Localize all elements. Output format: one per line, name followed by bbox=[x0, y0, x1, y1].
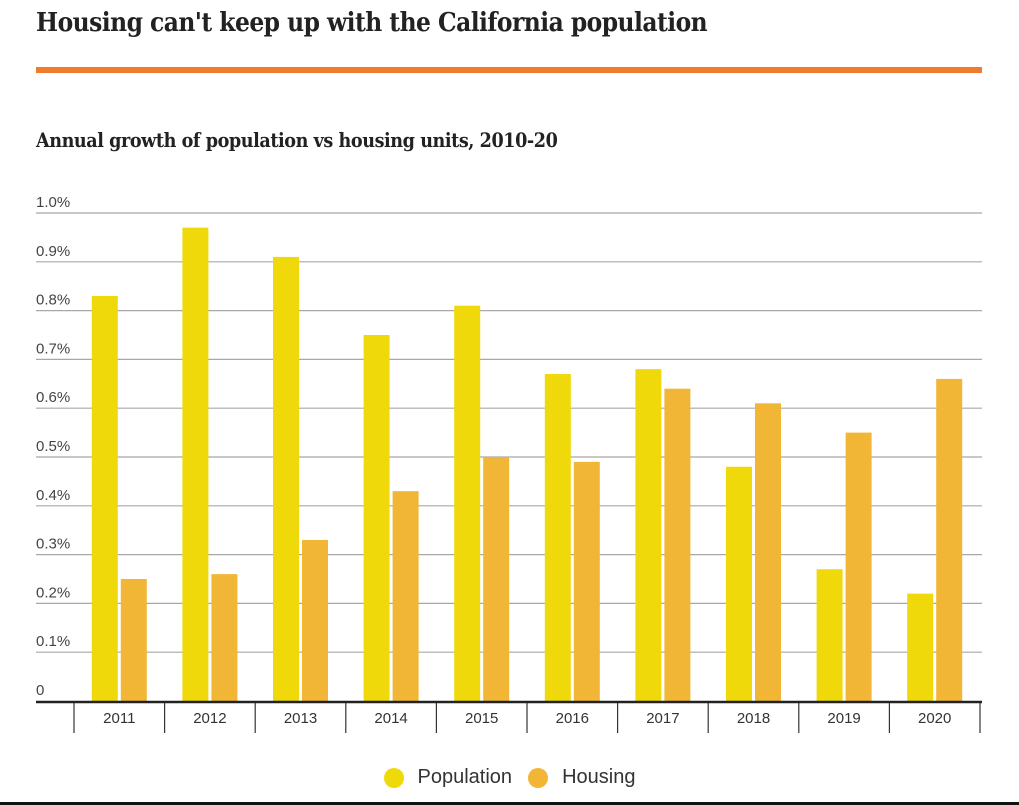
x-tick-label: 2015 bbox=[465, 710, 498, 727]
y-tick-label: 0.8% bbox=[36, 292, 70, 309]
x-axis: 2011 2012 2013 2014 2015 2016 2017 2018 2019 2020 bbox=[36, 700, 982, 733]
y-tick-label: 0.1% bbox=[36, 633, 70, 650]
housing-bar-2019 bbox=[845, 432, 872, 701]
x-tick-label: 2012 bbox=[193, 710, 226, 727]
housing-bar-2014 bbox=[392, 491, 419, 701]
x-tick-label: 2016 bbox=[556, 710, 589, 727]
x-tick-label: 2017 bbox=[646, 710, 679, 727]
legend-label: Housing bbox=[562, 766, 636, 788]
title-divider bbox=[36, 67, 982, 73]
legend-item-population: Population bbox=[383, 766, 513, 789]
population-bar-2018 bbox=[726, 466, 752, 701]
bottom-border bbox=[0, 802, 1019, 805]
housing-bar-2016 bbox=[573, 461, 600, 701]
y-tick-label: 0.3% bbox=[36, 536, 70, 553]
population-bar-2015 bbox=[454, 305, 481, 701]
x-tick-label: 2011 bbox=[103, 710, 135, 727]
y-tick-label: 0.5% bbox=[36, 438, 70, 455]
y-tick-label: 1.0% bbox=[36, 194, 70, 211]
housing-bar-2015 bbox=[483, 457, 510, 701]
y-tick-label: 0.4% bbox=[36, 487, 70, 504]
housing-swatch-icon bbox=[528, 767, 549, 788]
x-tick-label: 2020 bbox=[918, 710, 951, 727]
housing-bar-2012 bbox=[211, 574, 238, 701]
population-bar-2017 bbox=[635, 369, 662, 701]
population-swatch-icon bbox=[383, 767, 404, 788]
legend-label: Population bbox=[417, 766, 513, 788]
housing-bar-2018 bbox=[755, 403, 781, 701]
housing-bar-2011 bbox=[120, 579, 147, 701]
housing-bar-2013 bbox=[302, 539, 328, 701]
page-title: Housing can't keep up with the Californi… bbox=[36, 8, 708, 38]
legend: Population Housing bbox=[0, 766, 1019, 789]
bars bbox=[91, 227, 963, 701]
legend-item-housing: Housing bbox=[528, 766, 635, 789]
population-bar-2011 bbox=[91, 295, 118, 701]
population-bar-2016 bbox=[544, 374, 571, 701]
bar-chart: 0 0.1% 0.2% 0.3% 0.4% 0.5% 0.6% 0.7% 0.8% 0.9% 1.0… bbox=[36, 194, 982, 733]
y-tick-label: 0.9% bbox=[36, 243, 70, 260]
y-tick-label: 0.2% bbox=[36, 584, 70, 601]
y-tick-label: 0.6% bbox=[36, 389, 70, 406]
population-bar-2014 bbox=[363, 335, 390, 701]
y-tick-label: 0.7% bbox=[36, 340, 70, 357]
x-tick-label: 2013 bbox=[284, 710, 317, 727]
population-bar-2013 bbox=[273, 256, 299, 701]
population-bar-2012 bbox=[182, 227, 209, 701]
housing-bar-2017 bbox=[664, 388, 691, 701]
housing-bar-2020 bbox=[936, 378, 963, 701]
x-tick-label: 2019 bbox=[827, 710, 860, 727]
x-tick-label: 2014 bbox=[374, 710, 407, 727]
x-tick-label: 2018 bbox=[737, 710, 770, 727]
y-axis-ticks: 0 0.1% 0.2% 0.3% 0.4% 0.5% 0.6% 0.7% 0.8% 0.9% 1.0… bbox=[36, 194, 70, 699]
y-tick-label: 0 bbox=[36, 682, 44, 699]
chart-title: Annual growth of population vs housing u… bbox=[36, 128, 558, 152]
population-bar-2020 bbox=[907, 593, 934, 701]
population-bar-2019 bbox=[816, 569, 843, 701]
